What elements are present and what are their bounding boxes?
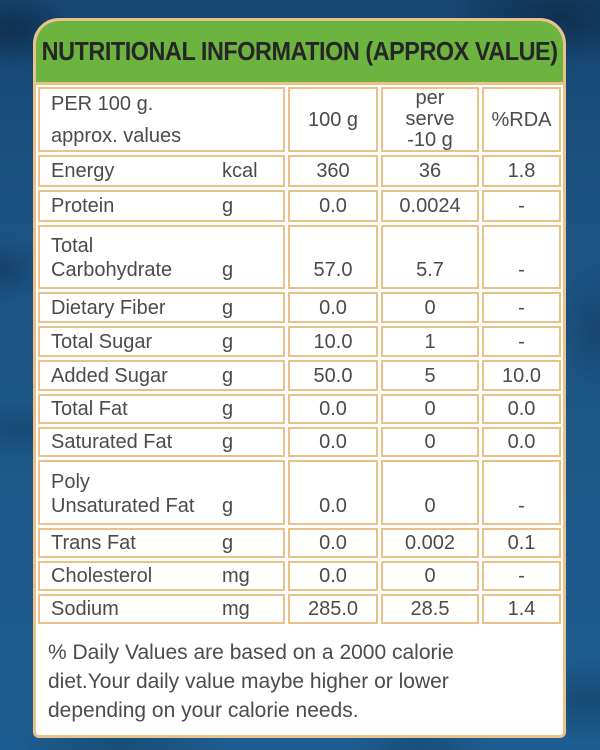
- value-rda: 1.4: [482, 594, 561, 624]
- value-per-100g: 0.0: [288, 427, 378, 457]
- value-rda: 0.0: [482, 394, 561, 424]
- column-header-per-serve: per serve -10 g: [381, 87, 479, 152]
- value-per-serve: 0: [381, 561, 479, 591]
- value-per-serve: 0.0024: [381, 190, 479, 222]
- value-per-100g: 0.0: [288, 394, 378, 424]
- value-per-serve: 36: [381, 155, 479, 187]
- nutrient-label-cell: Trans Fat g: [38, 528, 285, 558]
- column-header-per-100g-approx: PER 100 g. approx. values: [38, 87, 285, 152]
- nutrient-label-cell: Energy kcal: [38, 155, 285, 187]
- value-rda: -: [482, 225, 561, 289]
- nutrient-label: Saturated Fat: [51, 431, 173, 453]
- nutrient-label-cell: Protein g: [38, 190, 285, 222]
- nutrient-label-cell: Cholesterol mg: [38, 561, 285, 591]
- value-rda: 1.8: [482, 155, 561, 187]
- nutrition-table: PER 100 g. approx. values 100 g per serv…: [38, 87, 561, 624]
- nutrient-unit: g: [222, 431, 234, 453]
- value-rda: 10.0: [482, 360, 561, 391]
- value-rda: -: [482, 326, 561, 357]
- nutrient-label: Added Sugar: [51, 364, 168, 387]
- nutrient-label: Total Carbohydrate: [51, 235, 173, 281]
- nutrient-unit: g: [222, 364, 234, 387]
- nutrient-label: Poly Unsaturated Fat: [51, 471, 195, 517]
- value-per-100g: 0.0: [288, 292, 378, 323]
- value-per-100g: 0.0: [288, 460, 378, 525]
- nutrient-label: Trans Fat: [51, 532, 136, 554]
- nutrient-unit: g: [222, 296, 234, 319]
- nutrient-label: Total Fat: [51, 398, 128, 420]
- nutrient-label-cell: Added Sugar g: [38, 360, 285, 391]
- nutrient-label: Total Sugar: [51, 330, 153, 353]
- nutrient-unit: mg: [222, 565, 250, 587]
- nutrition-header: NUTRITIONAL INFORMATION (APPROX VALUE): [36, 21, 563, 85]
- footnote-text: % Daily Values are based on a 2000 calor…: [48, 641, 454, 722]
- daily-values-footnote: % Daily Values are based on a 2000 calor…: [36, 626, 563, 735]
- nutrient-unit: kcal: [222, 160, 258, 182]
- nutrient-unit: g: [222, 398, 234, 420]
- value-per-100g: 0.0: [288, 190, 378, 222]
- nutrient-label-cell: Total Sugar g: [38, 326, 285, 357]
- value-rda: 0.1: [482, 528, 561, 558]
- value-rda: -: [482, 292, 561, 323]
- value-per-serve: 0: [381, 292, 479, 323]
- value-per-100g: 0.0: [288, 561, 378, 591]
- value-rda: -: [482, 561, 561, 591]
- value-per-serve: 28.5: [381, 594, 479, 624]
- value-per-serve: 0.002: [381, 528, 479, 558]
- nutrient-label-cell: Dietary Fiber g: [38, 292, 285, 323]
- nutrient-label-cell: Sodium mg: [38, 594, 285, 624]
- nutrient-label: Sodium: [51, 598, 119, 620]
- value-per-serve: 1: [381, 326, 479, 357]
- nutrient-unit: g: [222, 495, 234, 517]
- value-rda: 0.0: [482, 427, 561, 457]
- value-per-100g: 10.0: [288, 326, 378, 357]
- nutrient-label-cell: Total Fat g: [38, 394, 285, 424]
- nutrient-unit: g: [222, 532, 234, 554]
- value-per-serve: 0: [381, 394, 479, 424]
- value-per-serve: 5: [381, 360, 479, 391]
- nutrient-label-cell: Saturated Fat g: [38, 427, 285, 457]
- column-header-100g: 100 g: [288, 87, 378, 152]
- value-per-100g: 57.0: [288, 225, 378, 289]
- nutrient-label-cell: Total Carbohydrate g: [38, 225, 285, 289]
- value-per-100g: 360: [288, 155, 378, 187]
- nutrient-unit: mg: [222, 598, 250, 620]
- nutrient-unit: g: [222, 195, 234, 217]
- column-header-rda: %RDA: [482, 87, 561, 152]
- nutrient-label: Protein: [51, 195, 115, 217]
- value-per-100g: 285.0: [288, 594, 378, 624]
- value-rda: -: [482, 190, 561, 222]
- value-per-serve: 0: [381, 427, 479, 457]
- nutrient-unit: g: [222, 330, 234, 353]
- value-per-100g: 50.0: [288, 360, 378, 391]
- nutrient-label: Energy: [51, 160, 115, 182]
- nutrition-label-card: NUTRITIONAL INFORMATION (APPROX VALUE) P…: [33, 18, 566, 738]
- nutrition-title: NUTRITIONAL INFORMATION (APPROX VALUE): [41, 36, 558, 66]
- value-rda: -: [482, 460, 561, 525]
- nutrient-label: Cholesterol: [51, 565, 153, 587]
- value-per-serve: 5.7: [381, 225, 479, 289]
- value-per-serve: 0: [381, 460, 479, 525]
- value-per-100g: 0.0: [288, 528, 378, 558]
- nutrient-label: Dietary Fiber: [51, 296, 166, 319]
- nutrient-unit: g: [222, 259, 234, 281]
- nutrient-label-cell: Poly Unsaturated Fat g: [38, 460, 285, 525]
